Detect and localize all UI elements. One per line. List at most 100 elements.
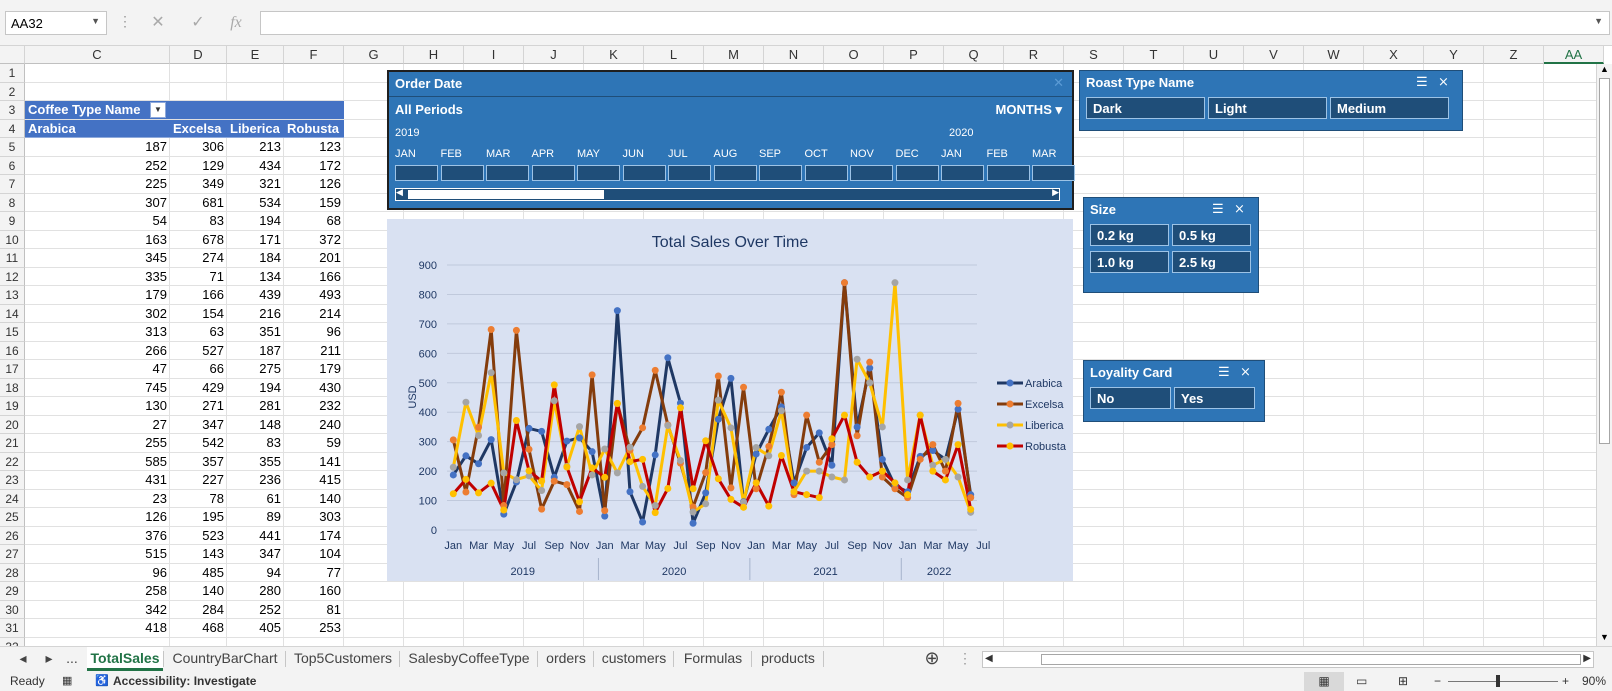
pivot-cell[interactable]: 434 (259, 157, 281, 173)
scrollbar-thumb[interactable] (1041, 654, 1581, 665)
row-header[interactable]: 20 (0, 415, 25, 434)
pivot-cell[interactable]: 252 (259, 601, 281, 617)
pivot-cell[interactable]: 123 (319, 139, 341, 154)
slicer-item-button[interactable]: No (1090, 387, 1171, 409)
pivot-cell[interactable]: 678 (202, 231, 224, 247)
column-header[interactable]: J (524, 46, 584, 64)
insert-function-icon[interactable]: fx (230, 14, 242, 31)
chevron-down-icon[interactable]: ▼ (91, 16, 100, 26)
pivot-cell[interactable]: 194 (259, 379, 281, 395)
row-header[interactable]: 28 (0, 563, 25, 582)
row-header[interactable]: 3 (0, 101, 25, 120)
pivot-cell[interactable]: 313 (145, 324, 167, 339)
timeline-month-bar[interactable] (622, 165, 666, 181)
timeline-slicer[interactable]: Order Date ✕ All Periods MONTHS ▾ 2019 2020 JA… (387, 70, 1075, 210)
timeline-level-dropdown[interactable]: MONTHS ▾ (995, 102, 1062, 117)
pivot-cell[interactable]: 211 (320, 342, 341, 358)
pivot-cell[interactable]: 77 (326, 564, 341, 580)
pivot-cell[interactable]: 274 (202, 250, 224, 265)
pivot-cell[interactable]: 275 (259, 361, 281, 376)
pivot-cell[interactable]: 194 (259, 213, 281, 228)
enter-icon[interactable]: ✓ (191, 14, 205, 31)
pivot-cell[interactable]: 179 (319, 361, 341, 376)
timeline-month-bar[interactable] (804, 165, 848, 181)
row-header[interactable]: 13 (0, 286, 25, 305)
row-header[interactable]: 1 (0, 64, 25, 83)
column-header[interactable]: C (25, 46, 170, 64)
row-header[interactable]: 18 (0, 378, 25, 397)
column-header[interactable]: Z (1484, 46, 1544, 64)
row-header[interactable]: 22 (0, 452, 25, 471)
pivot-cell[interactable]: 171 (259, 231, 281, 247)
pivot-cell[interactable]: 187 (259, 342, 281, 358)
pivot-cell[interactable]: 252 (145, 157, 167, 173)
scroll-left-icon[interactable]: ◀ (985, 653, 993, 664)
tab-top5customers[interactable]: Top5Customers (293, 650, 393, 666)
timeline-month-bar[interactable] (486, 165, 529, 181)
slicer-item-button[interactable]: 2.5 kg (1172, 251, 1251, 273)
row-header[interactable]: 19 (0, 397, 25, 416)
scroll-right-icon[interactable]: ▶ (1052, 187, 1059, 197)
pivot-cell[interactable]: 351 (259, 324, 281, 339)
tab-totalsales[interactable]: TotalSales (87, 647, 163, 671)
pivot-cell[interactable]: 493 (319, 287, 341, 302)
zoom-slider-thumb[interactable] (1496, 675, 1500, 687)
clear-filter-icon[interactable]: ✕ (1053, 75, 1064, 90)
multi-select-icon[interactable]: ☰ (1212, 201, 1224, 216)
pivot-cell[interactable]: 236 (259, 472, 281, 487)
column-header[interactable]: H (404, 46, 464, 64)
pivot-cell[interactable]: 78 (209, 490, 224, 506)
pivot-cell[interactable]: 468 (202, 620, 224, 635)
column-header[interactable]: X (1364, 46, 1424, 64)
pivot-cell[interactable]: 126 (319, 176, 341, 191)
pivot-cell[interactable]: 345 (145, 250, 167, 265)
pivot-cell[interactable]: 216 (259, 305, 281, 321)
cancel-icon[interactable]: ✕ (151, 14, 165, 31)
column-header[interactable]: K (584, 46, 644, 64)
timeline-month-bar[interactable] (531, 165, 575, 181)
pivot-cell[interactable]: 159 (319, 194, 341, 210)
pivot-cell[interactable]: 227 (202, 472, 224, 487)
pivot-cell[interactable]: 527 (202, 342, 224, 358)
horizontal-scrollbar[interactable]: ◀ ▶ (982, 651, 1594, 668)
pivot-cell[interactable]: 303 (319, 509, 341, 524)
pivot-cell[interactable]: 154 (202, 305, 224, 321)
column-header[interactable]: M (704, 46, 764, 64)
row-header[interactable]: 27 (0, 545, 25, 564)
pivot-cell[interactable]: 54 (152, 213, 167, 228)
pivot-cell[interactable]: 140 (202, 583, 224, 598)
formula-input[interactable]: ▼ (260, 11, 1610, 35)
size-slicer[interactable]: Size ☰ ⨯ 0.2 kg 0.5 kg 1.0 kg 2.5 kg (1083, 197, 1259, 293)
timeline-month-bar[interactable] (759, 165, 802, 181)
row-header[interactable]: 12 (0, 267, 25, 286)
scroll-down-icon[interactable]: ▼ (1600, 632, 1609, 642)
timeline-month-bar[interactable] (986, 165, 1030, 181)
clear-filter-icon[interactable]: ⨯ (1438, 74, 1449, 89)
pivot-cell[interactable]: 253 (319, 620, 341, 635)
pivot-cell[interactable]: 63 (209, 324, 224, 339)
roast-slicer[interactable]: Roast Type Name ☰ ⨯ Dark Light Medium (1079, 70, 1463, 131)
row-header[interactable]: 4 (0, 119, 25, 138)
tab-salesbycoffeetype[interactable]: SalesbyCoffeeType (408, 650, 530, 666)
pivot-cell[interactable]: 542 (202, 435, 224, 450)
scroll-up-icon[interactable]: ▲ (1600, 64, 1609, 74)
pivot-cell[interactable]: 160 (319, 583, 341, 598)
row-header[interactable]: 11 (0, 249, 25, 268)
pivot-cell[interactable]: 232 (319, 398, 341, 413)
pivot-cell[interactable]: 66 (209, 361, 224, 376)
clear-filter-icon[interactable]: ⨯ (1234, 201, 1245, 216)
pivot-cell[interactable]: 515 (145, 546, 167, 561)
pivot-cell[interactable]: 129 (202, 157, 224, 173)
pivot-cell[interactable]: 134 (259, 268, 281, 284)
column-header[interactable]: D (170, 46, 227, 64)
column-header[interactable]: F (284, 46, 344, 64)
column-header[interactable]: U (1184, 46, 1244, 64)
zoom-level[interactable]: 90% (1582, 674, 1607, 688)
pivot-cell[interactable]: 335 (145, 268, 167, 284)
slicer-item-button[interactable]: Medium (1330, 97, 1449, 119)
timeline-month-bar[interactable] (395, 165, 438, 181)
zoom-slider[interactable] (1448, 681, 1558, 682)
pivot-cell[interactable]: 130 (145, 398, 167, 413)
pivot-cell[interactable]: 89 (266, 509, 281, 524)
pivot-cell[interactable]: 271 (202, 398, 224, 413)
